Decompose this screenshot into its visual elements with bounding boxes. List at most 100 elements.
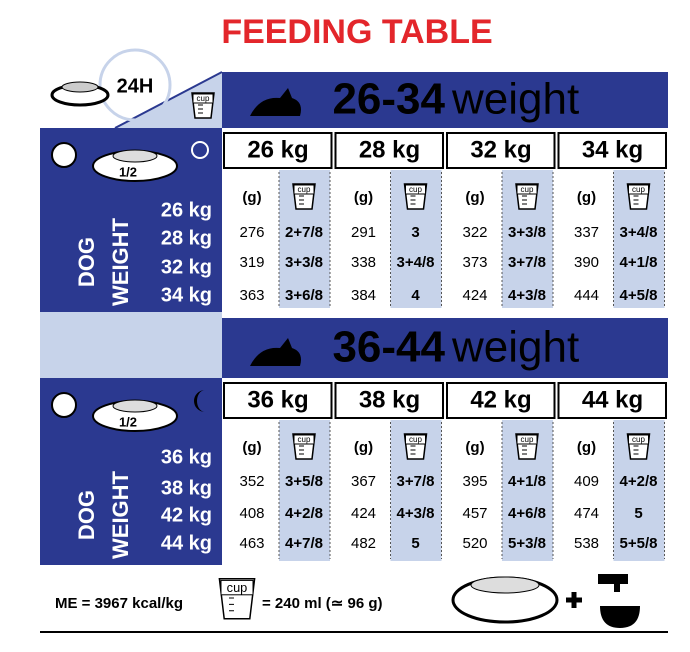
cups: 4+1/8 [620,254,658,271]
cups: 4+2/8 [620,473,658,490]
column-head [334,382,444,419]
cups: 3 [411,224,419,241]
column-weight: 34 kg [582,136,643,163]
cups: 4+2/8 [285,505,323,522]
cup-scale [229,597,234,612]
cup-band [628,184,649,195]
grams: 538 [574,535,599,552]
cup-band [192,93,214,104]
grams-head: (g) [242,189,261,206]
spacer [40,312,222,378]
cup-label: cup [409,435,422,444]
side-label: WEIGHT [108,470,133,559]
grams: 395 [462,473,487,490]
cups: 3+7/8 [508,254,546,271]
cups: 4+7/8 [285,535,323,552]
cup-scale [299,445,304,455]
grams: 352 [239,473,264,490]
sun [191,141,209,159]
dog-weight: 38 kg [161,477,212,499]
grams: 322 [462,224,487,241]
grams-head: (g) [465,439,484,456]
grams-head: (g) [354,189,373,206]
header-band [222,318,668,378]
dog-weight: 26 kg [161,199,212,221]
column-weight: 32 kg [470,136,531,163]
range-unit: weight [451,75,579,124]
side-label: WEIGHT [108,217,133,306]
cup-band [293,184,315,195]
grams: 337 [574,224,599,241]
cup-label: cup [521,185,534,194]
grams: 409 [574,473,599,490]
portion: 1/2 [119,164,137,179]
grams: 363 [239,287,264,304]
kibble [112,149,158,163]
kibble [470,576,540,594]
dog-weight: 36 kg [161,446,212,468]
cup-scale [522,195,527,205]
cup-scale [299,195,304,205]
cups: 3+3/8 [508,224,546,241]
dog-weight: 34 kg [161,284,212,306]
column-head [446,382,556,419]
cups: 4+6/8 [508,505,546,522]
cup-band [405,184,426,195]
cup-scale [410,195,416,205]
grams: 424 [351,505,376,522]
cup-scale [633,445,639,455]
grams: 482 [351,535,376,552]
column-weight: 42 kg [470,386,531,413]
grams: 319 [239,254,264,271]
side-label: DOG [74,237,99,287]
column-head [557,382,667,419]
cups: 4+3/8 [397,505,435,522]
grams: 276 [239,224,264,241]
column-weight: 36 kg [247,386,308,413]
cup-label: cup [632,185,645,194]
cup-label: cup [227,580,248,595]
cups: 3+4/8 [397,254,435,271]
column-weight: 28 kg [359,136,420,163]
kibble [61,81,99,93]
cup-label: cup [632,435,645,444]
cups: 5 [634,505,642,522]
range: 26-34 [332,75,445,124]
kibble [112,399,158,413]
cup-scale [633,195,639,205]
dog-weight: 42 kg [161,504,212,526]
cups: 4+3/8 [508,287,546,304]
clock-ring [98,48,172,122]
header-band [222,72,668,128]
water-bowl [600,606,640,628]
grams: 424 [462,287,487,304]
grams: 444 [574,287,599,304]
column-head [223,382,333,419]
column-head [557,132,667,169]
energy: ME = 3967 kcal/kg [55,595,183,612]
grams-head: (g) [354,439,373,456]
column-head [446,132,556,169]
grams: 457 [462,505,487,522]
cup-band [516,184,538,195]
cups: 3+3/8 [285,254,323,271]
cup-label: cup [197,94,210,103]
grams: 520 [462,535,487,552]
grams-head: (g) [242,439,261,456]
cups: 4 [411,287,420,304]
moon [194,390,205,412]
cup-volume: = 240 ml (≃ 96 g) [262,595,383,612]
grams: 474 [574,505,599,522]
title: FEEDING TABLE [221,13,492,51]
cups: 3+6/8 [285,287,323,304]
column-head [223,132,333,169]
clock [51,142,77,168]
cup-label: cup [298,435,311,444]
cups: 4+1/8 [508,473,546,490]
cup-scale [410,445,416,455]
cup-label: cup [298,185,311,194]
grams-head: (g) [577,189,596,206]
cups: 3+4/8 [620,224,658,241]
cup-band [220,579,254,596]
grams: 408 [239,505,264,522]
